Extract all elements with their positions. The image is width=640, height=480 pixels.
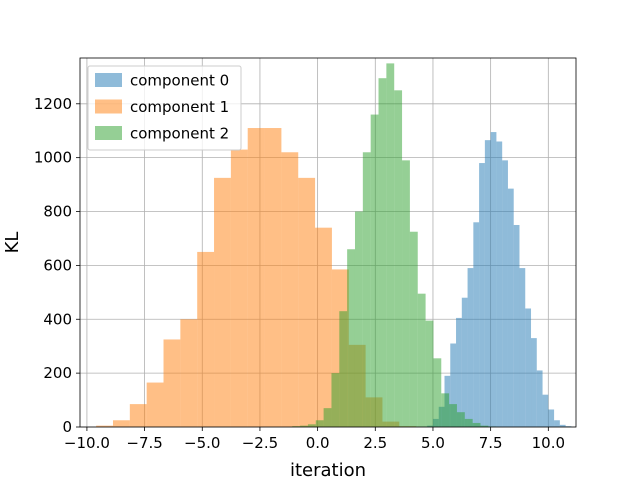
bar-series2-bin16 bbox=[417, 293, 426, 427]
bars bbox=[96, 63, 572, 428]
x-tick-label-4: 0.0 bbox=[306, 434, 330, 452]
bar-series0-bin8 bbox=[473, 222, 480, 427]
plot-frame bbox=[79, 57, 577, 428]
bar-series2-bin24 bbox=[480, 425, 489, 427]
bar-series2-bin3 bbox=[315, 420, 324, 427]
y-axis-label: KL bbox=[2, 232, 23, 254]
bar-series1-bin3 bbox=[146, 382, 164, 427]
y-tick-label-5: 1000 bbox=[34, 149, 72, 167]
bar-series0-bin18 bbox=[531, 338, 537, 427]
legend-swatch-0 bbox=[95, 73, 122, 87]
bar-series1-bin9 bbox=[247, 128, 265, 428]
bar-series0-bin11 bbox=[490, 132, 497, 427]
y-tick-label-2: 400 bbox=[43, 310, 72, 328]
y-tick-label-4: 800 bbox=[43, 203, 72, 221]
bar-series2-bin17 bbox=[425, 320, 434, 427]
legend-label-2: component 2 bbox=[130, 125, 229, 143]
bar-series0-bin12 bbox=[496, 141, 503, 428]
x-tick-label-8: 10.0 bbox=[532, 434, 565, 452]
bar-series2-bin23 bbox=[472, 422, 481, 427]
bar-series2-bin22 bbox=[464, 418, 473, 427]
bar-series2-bin12 bbox=[386, 63, 395, 427]
bar-series0-bin22 bbox=[554, 420, 560, 427]
bar-series2-bin0 bbox=[292, 426, 301, 427]
bar-series2-bin10 bbox=[370, 114, 379, 427]
bar-series1-bin2 bbox=[129, 404, 147, 427]
x-tick-label-0: −10.0 bbox=[64, 434, 110, 452]
bar-series2-bin7 bbox=[347, 249, 355, 427]
legend-swatch-1 bbox=[95, 99, 122, 114]
bar-series0-bin13 bbox=[502, 160, 508, 427]
bar-series0-bin19 bbox=[536, 370, 543, 427]
legend-swatch-2 bbox=[95, 126, 122, 140]
y-tick-label-1: 200 bbox=[43, 364, 72, 382]
legend-label-0: component 0 bbox=[130, 72, 229, 90]
bar-series0-bin15 bbox=[513, 224, 520, 427]
bar-series2-bin6 bbox=[339, 311, 348, 427]
bar-series1-bin13 bbox=[315, 227, 332, 427]
bar-series2-bin8 bbox=[354, 211, 363, 427]
bar-series2-bin5 bbox=[331, 373, 340, 427]
bar-series0-bin14 bbox=[507, 188, 514, 427]
bar-series0-bin9 bbox=[479, 163, 485, 427]
bar-series2-bin15 bbox=[409, 231, 418, 427]
bar-series0-bin20 bbox=[542, 394, 549, 427]
bar-series1-bin11 bbox=[281, 152, 299, 427]
legend: component 0 component 1 component 2 bbox=[87, 65, 242, 151]
bar-series1-bin8 bbox=[230, 149, 248, 427]
bar-series0-bin23 bbox=[559, 424, 566, 427]
bar-series0-bin5 bbox=[456, 317, 462, 427]
bar-series1-bin5 bbox=[180, 319, 198, 427]
bar-series2-bin11 bbox=[378, 78, 387, 427]
x-tick-label-7: 7.5 bbox=[479, 434, 503, 452]
bar-series2-bin9 bbox=[362, 152, 371, 427]
y-tick-label-6: 1200 bbox=[34, 95, 72, 113]
bar-series1-bin6 bbox=[197, 251, 215, 427]
x-tick-label-3: −2.5 bbox=[242, 434, 278, 452]
bar-series2-bin21 bbox=[456, 412, 465, 427]
bar-series0-bin6 bbox=[461, 297, 468, 427]
bar-series2-bin4 bbox=[323, 408, 332, 427]
bar-series0-bin4 bbox=[450, 343, 457, 427]
series-2 bbox=[292, 63, 497, 427]
bar-series1-bin7 bbox=[214, 177, 231, 427]
legend-box bbox=[87, 65, 242, 151]
x-axis-label: iteration bbox=[290, 460, 366, 480]
bar-series0-bin17 bbox=[525, 308, 532, 427]
bar-series0-bin24 bbox=[565, 426, 572, 427]
x-tick-label-1: −7.5 bbox=[126, 434, 162, 452]
y-tick-label-3: 600 bbox=[43, 256, 72, 274]
ticks: −10.0 −7.5 −5.0 −2.5 0.0 2.5 5.0 7.5 10.0 0 200 400… bbox=[34, 95, 565, 452]
bar-series2-bin20 bbox=[449, 404, 457, 427]
y-tick-label-0: 0 bbox=[62, 418, 72, 436]
x-tick-label-6: 5.0 bbox=[421, 434, 445, 452]
bar-series2-bin2 bbox=[307, 424, 316, 427]
bar-series1-bin12 bbox=[298, 177, 316, 427]
bar-series1-bin4 bbox=[163, 339, 181, 427]
bar-series2-bin13 bbox=[394, 90, 403, 427]
bar-series0-bin10 bbox=[484, 140, 491, 427]
legend-label-1: component 1 bbox=[130, 98, 229, 116]
series-0 bbox=[427, 132, 572, 428]
bar-series2-bin1 bbox=[300, 425, 308, 427]
bar-series2-bin18 bbox=[433, 358, 442, 427]
bar-series1-bin0 bbox=[96, 425, 113, 427]
bar-series1-bin1 bbox=[112, 420, 130, 427]
bar-series0-bin16 bbox=[519, 268, 526, 427]
bar-series2-bin14 bbox=[402, 160, 410, 427]
x-tick-label-5: 2.5 bbox=[363, 434, 387, 452]
bar-series0-bin7 bbox=[467, 268, 474, 427]
bar-series0-bin21 bbox=[548, 409, 555, 427]
x-tick-label-2: −5.0 bbox=[184, 434, 220, 452]
bar-series1-bin10 bbox=[264, 128, 282, 428]
bar-series2-bin19 bbox=[441, 393, 450, 427]
